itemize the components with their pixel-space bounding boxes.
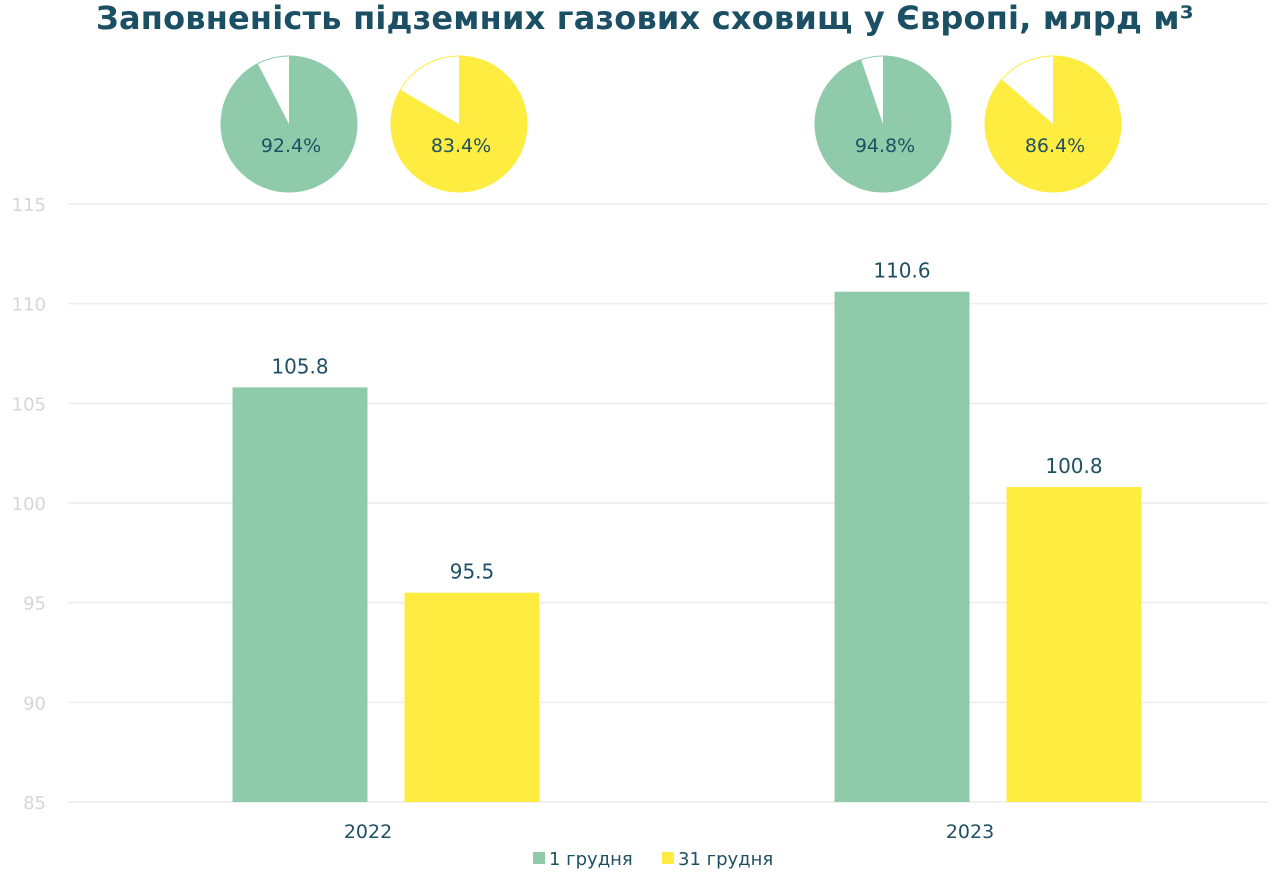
bar xyxy=(404,592,540,802)
bar xyxy=(834,291,970,802)
pie-slice xyxy=(984,56,1121,192)
legend-swatch xyxy=(533,852,545,864)
pie-percent-label: 86.4% xyxy=(1025,135,1085,157)
bar-value-label: 100.8 xyxy=(1045,454,1102,478)
y-tick-label: 115 xyxy=(12,195,46,216)
y-tick-label: 110 xyxy=(12,295,46,316)
x-category-label: 2023 xyxy=(946,821,994,843)
legend: 1 грудня 31 грудня xyxy=(533,849,773,870)
y-tick-label: 105 xyxy=(12,394,46,415)
y-tick-label: 85 xyxy=(23,793,46,814)
pie-slice xyxy=(390,56,527,193)
y-axis-ticks: 85 90 95 100 105 110 115 xyxy=(12,195,46,814)
y-tick-label: 100 xyxy=(12,494,46,515)
bar-value-label: 110.6 xyxy=(873,259,930,283)
legend-swatch xyxy=(662,852,674,864)
bar-value-label: 95.5 xyxy=(450,560,495,584)
pie-slice xyxy=(221,56,358,193)
bars: 2022 105.8 95.5 2023 110.6 100.8 xyxy=(232,259,1142,843)
pie-charts: 92.4% 83.4% 94.8% 86.4% xyxy=(220,55,1122,193)
bar-value-label: 105.8 xyxy=(271,354,328,378)
legend-label: 31 грудня xyxy=(678,849,773,870)
y-tick-label: 95 xyxy=(23,594,46,615)
chart-title: Заповненість підземних газових сховищ у … xyxy=(96,0,1194,37)
pie-percent-label: 92.4% xyxy=(261,135,321,157)
x-category-label: 2022 xyxy=(344,821,392,843)
pie-percent-label: 94.8% xyxy=(855,135,915,157)
bar xyxy=(1006,487,1142,802)
bar xyxy=(232,387,368,802)
pie-percent-label: 83.4% xyxy=(431,135,491,157)
pie-slice xyxy=(815,56,952,193)
legend-label: 1 грудня xyxy=(549,849,633,870)
y-tick-label: 90 xyxy=(23,693,46,714)
